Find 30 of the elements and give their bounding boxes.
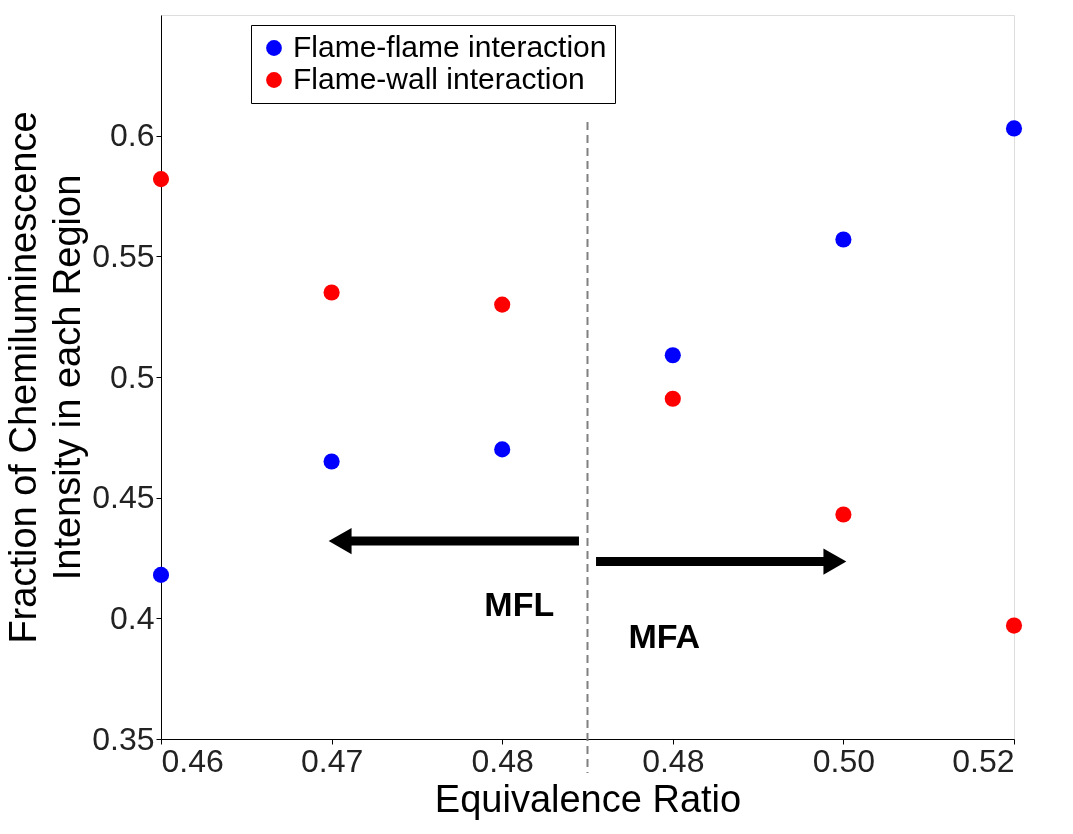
y-tick-label: 0.35 bbox=[92, 720, 155, 757]
y-tick-label: 0.4 bbox=[110, 599, 155, 636]
legend-label: Flame-flame interaction bbox=[293, 30, 607, 63]
y-tick-label: 0.5 bbox=[110, 358, 155, 395]
point bbox=[1005, 617, 1023, 634]
point bbox=[494, 296, 511, 313]
x-tick-label: 0.48 bbox=[642, 742, 705, 779]
x-tick-label: 0.48 bbox=[471, 742, 534, 779]
point bbox=[152, 566, 170, 583]
point bbox=[494, 441, 511, 458]
x-axis-title: Equivalence Ratio bbox=[434, 777, 742, 820]
point bbox=[323, 453, 340, 470]
point bbox=[664, 390, 681, 407]
annotation: MFA bbox=[628, 616, 701, 655]
x-tick-label: 0.47 bbox=[300, 742, 364, 779]
point bbox=[1005, 120, 1023, 137]
y-tick-label: 0.55 bbox=[92, 237, 155, 274]
annotation: MFL bbox=[484, 585, 555, 624]
x-tick-label: 0.46 bbox=[161, 742, 224, 779]
legend-label: Flame-wall interaction bbox=[293, 62, 585, 95]
x-tick-label: 0.50 bbox=[812, 742, 876, 779]
point bbox=[323, 284, 340, 301]
y-axis-title: Fraction of Chemiluminescence Intensity in each Region bbox=[2, 111, 89, 644]
point bbox=[152, 171, 170, 188]
point bbox=[664, 347, 681, 364]
point bbox=[835, 506, 852, 523]
point bbox=[835, 231, 852, 248]
y-tick-label: 0.6 bbox=[110, 117, 155, 154]
y-tick-label: 0.45 bbox=[92, 479, 155, 516]
x-tick-label: 0.52 bbox=[952, 742, 1015, 779]
